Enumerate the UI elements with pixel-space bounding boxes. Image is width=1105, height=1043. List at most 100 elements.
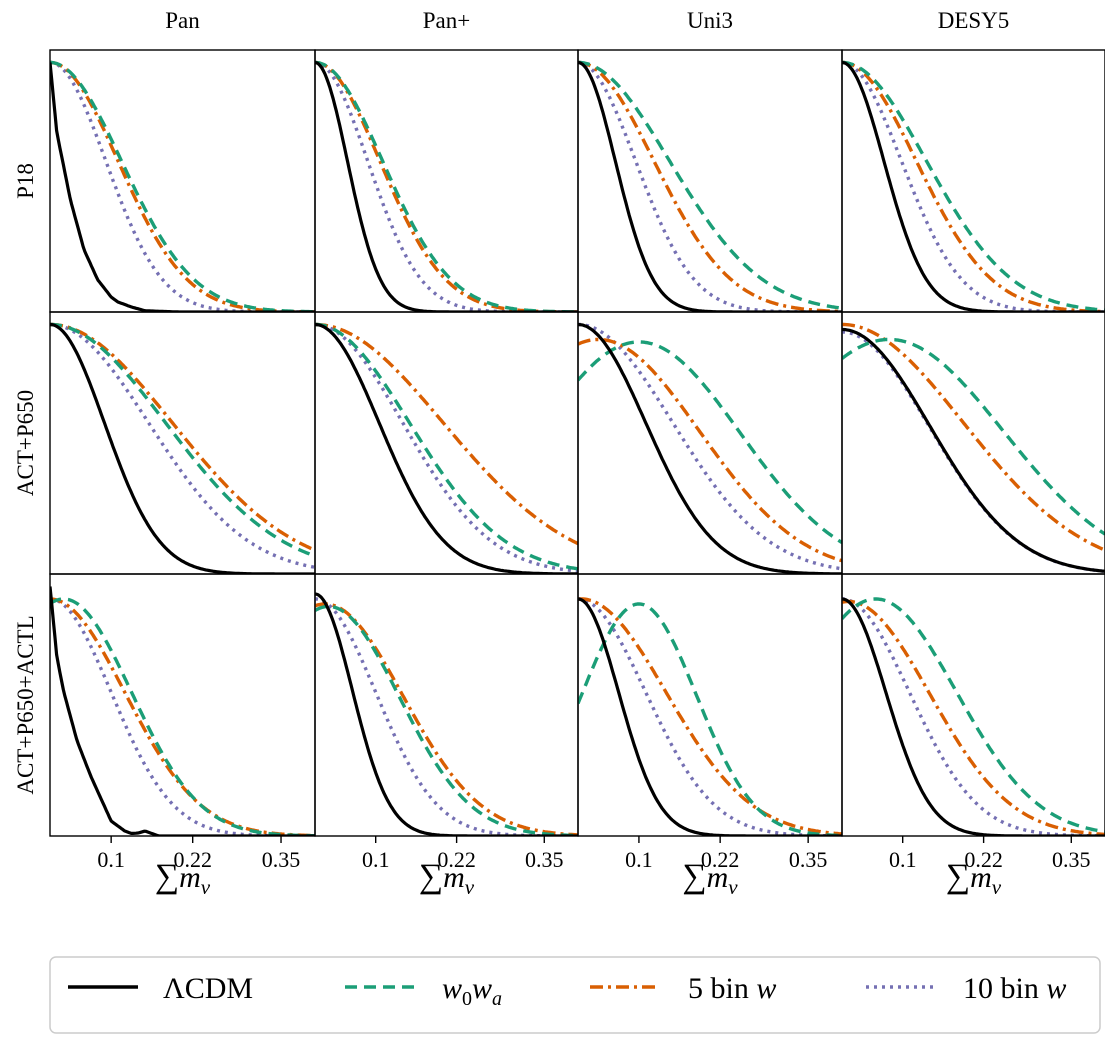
curve-bin5-0-3 <box>842 60 1105 312</box>
curve-w0wa-1-1 <box>315 322 578 571</box>
legend-w0wa-w: w <box>442 972 462 1005</box>
curve-bin10-2-1 <box>315 597 578 836</box>
curve-w0wa-0-2 <box>578 60 842 310</box>
panel-1-0 <box>49 311 316 575</box>
curve-w0wa-1-0 <box>50 322 315 558</box>
column-title-0: Pan <box>165 8 200 33</box>
curve-bin10-1-3 <box>842 330 1105 573</box>
curve-lcdm-2-2 <box>578 597 842 836</box>
curve-bin10-2-2 <box>578 597 842 836</box>
curve-w0wa-2-0 <box>50 597 315 836</box>
curve-bin5-2-3 <box>842 599 1105 836</box>
panel-2-1 <box>314 573 579 837</box>
x-axis-label-3: ∑mν <box>946 858 1002 899</box>
curve-bin5-2-0 <box>50 597 315 836</box>
curve-bin10-0-2 <box>578 60 842 312</box>
panel-frame-0-2 <box>577 49 843 313</box>
column-titles: Pan Pan+ Uni3 DESY5 <box>165 8 1009 33</box>
panel-frame-2-3 <box>841 573 1105 837</box>
curve-w0wa-0-0 <box>50 60 315 312</box>
legend-w0wa-sub0: 0 <box>462 988 472 1010</box>
curve-bin5-1-3 <box>842 322 1105 552</box>
x-axis-label-0: ∑mν <box>155 858 211 899</box>
curve-bin10-2-0 <box>50 597 315 836</box>
x-tick-label-1-0: 0.1 <box>362 847 390 872</box>
panel-0-0 <box>49 49 316 313</box>
curve-lcdm-2-1 <box>315 592 578 836</box>
curve-bin5-1-0 <box>50 322 315 552</box>
panel-frame-1-1 <box>314 311 579 575</box>
panel-1-2 <box>577 311 843 575</box>
legend: ΛCDM w0wa 5 bin w 10 bin w <box>49 956 1101 1034</box>
curve-w0wa-0-3 <box>842 60 1105 312</box>
curve-bin10-2-3 <box>842 597 1105 836</box>
panel-0-2 <box>577 49 843 313</box>
x-axis-label-2: ∑mν <box>682 858 738 899</box>
legend-5bin-w: w <box>756 972 776 1005</box>
legend-10bin-w: w <box>1046 972 1066 1005</box>
x-tick-label-0-2: 0.35 <box>262 847 301 872</box>
curve-w0wa-1-3 <box>842 337 1105 536</box>
panel-1-1 <box>314 311 579 575</box>
curve-lcdm-0-0 <box>50 62 315 312</box>
curve-lcdm-2-3 <box>842 597 1105 836</box>
legend-label-10bin: 10 bin w <box>963 972 1066 1005</box>
legend-label-5bin: 5 bin w <box>688 972 776 1005</box>
curve-bin10-0-3 <box>842 60 1105 312</box>
panel-2-3 <box>841 573 1105 837</box>
legend-w0wa-suba: a <box>492 988 502 1010</box>
panel-1-3 <box>841 311 1105 575</box>
row-label-0: P18 <box>13 163 38 199</box>
x-tick-label-0-1: 0.22 <box>173 847 212 872</box>
curve-bin5-2-2 <box>578 597 842 836</box>
panel-2-2 <box>577 573 843 837</box>
legend-5bin-text: 5 bin <box>688 972 756 1005</box>
panel-0-1 <box>314 49 579 313</box>
curve-bin10-1-2 <box>578 322 842 571</box>
x-tick-label-2-0: 0.1 <box>625 847 653 872</box>
curve-bin5-0-1 <box>315 60 578 312</box>
curve-bin5-2-1 <box>315 602 578 836</box>
curve-lcdm-1-2 <box>578 322 842 574</box>
row-labels: P18 ACT+P650 ACT+P650+ACTL <box>13 163 38 795</box>
legend-10bin-text: 10 bin <box>963 972 1046 1005</box>
curve-bin5-0-2 <box>578 60 842 312</box>
x-tick-label-3-0: 0.1 <box>889 847 917 872</box>
column-title-3: DESY5 <box>938 8 1010 33</box>
legend-label-lcdm: ΛCDM <box>163 972 253 1005</box>
panel-frame-2-2 <box>577 573 843 837</box>
curve-w0wa-2-3 <box>842 597 1105 834</box>
x-axis-label-1: ∑mν <box>419 858 475 899</box>
panel-grid <box>49 49 1105 837</box>
curve-w0wa-1-2 <box>578 340 842 545</box>
curve-lcdm-2-0 <box>50 586 315 836</box>
legend-frame <box>49 956 1101 1034</box>
x-tick-label-0-0: 0.1 <box>97 847 125 872</box>
x-tick-label-1-1: 0.22 <box>437 847 476 872</box>
curve-lcdm-1-3 <box>842 327 1105 573</box>
x-tick-label-3-1: 0.22 <box>964 847 1003 872</box>
curve-lcdm-0-3 <box>842 60 1105 312</box>
curve-lcdm-1-1 <box>315 322 578 574</box>
x-tick-label-2-2: 0.35 <box>789 847 828 872</box>
legend-w0wa-w2: w <box>472 972 492 1005</box>
curve-lcdm-0-2 <box>578 60 842 312</box>
curve-bin10-1-1 <box>315 322 578 573</box>
panel-0-3 <box>841 49 1105 313</box>
curve-bin5-1-1 <box>315 322 578 546</box>
panel-2-0 <box>49 573 316 837</box>
x-tick-label-2-1: 0.22 <box>701 847 740 872</box>
row-label-2: ACT+P650+ACTL <box>13 615 38 794</box>
legend-label-w0wa: w0wa <box>442 972 502 1010</box>
curve-w0wa-2-1 <box>315 604 578 836</box>
x-axes: 0.1 0.22 0.35 ∑mν 0.1 0.22 0.35 ∑mν 0.1 0.22 0.35 ∑… <box>97 836 1091 899</box>
curve-w0wa-2-2 <box>578 602 842 836</box>
x-tick-label-3-2: 0.35 <box>1052 847 1091 872</box>
column-title-1: Pan+ <box>423 8 470 33</box>
curve-bin5-1-2 <box>578 337 842 563</box>
x-tick-label-1-2: 0.35 <box>525 847 564 872</box>
row-label-1: ACT+P650 <box>13 390 38 496</box>
column-title-2: Uni3 <box>687 8 733 33</box>
curve-bin10-0-1 <box>315 60 578 312</box>
